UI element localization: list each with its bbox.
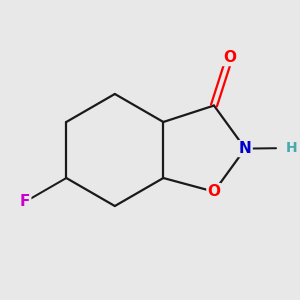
Text: F: F <box>20 194 30 209</box>
Text: H: H <box>286 141 298 155</box>
Text: O: O <box>223 50 236 65</box>
Text: O: O <box>208 184 220 199</box>
Text: N: N <box>239 141 252 156</box>
